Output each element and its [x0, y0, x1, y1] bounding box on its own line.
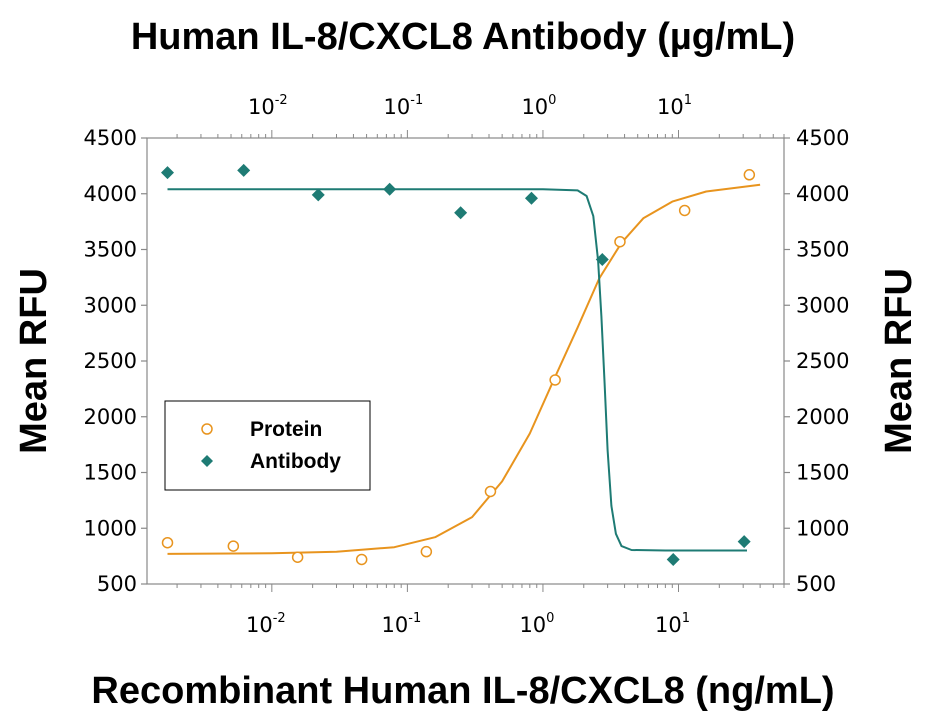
y-tick-label-left: 2500 [84, 349, 137, 373]
y-tick-label-left: 500 [97, 572, 137, 596]
x-top-tick-label: 10-2 [248, 93, 288, 119]
protein-data-point [161, 536, 174, 549]
x-bottom-tick-label: 10-2 [246, 611, 286, 637]
legend-antibody-label: Antibody [250, 450, 341, 473]
legend-protein-marker [201, 423, 213, 435]
right-y-axis-label: Mean RFU [878, 268, 920, 454]
antibody-data-point [595, 253, 609, 267]
y-tick-label-right: 4500 [796, 126, 849, 150]
y-tick-label-right: 2000 [796, 405, 849, 429]
legend-box [164, 400, 371, 491]
antibody-data-point [161, 166, 175, 180]
x-top-tick-label: 101 [657, 93, 692, 119]
protein-data-point [291, 551, 304, 563]
protein-data-point [614, 235, 626, 248]
legend-antibody-marker [201, 455, 213, 467]
protein-data-point [549, 374, 561, 386]
antibody-data-point [454, 206, 468, 220]
x-top-tick-label: 100 [521, 93, 556, 119]
y-tick-label-left: 4500 [84, 126, 137, 150]
protein-data-point [678, 204, 691, 217]
data-points-layer [161, 163, 756, 566]
protein-fit-curve [167, 183, 761, 555]
protein-data-point [743, 169, 756, 181]
x-bottom-tick-label: 100 [519, 611, 554, 637]
antibody-data-point [237, 163, 251, 177]
protein-data-point [227, 540, 240, 552]
left-y-axis-label: Mean RFU [13, 268, 55, 454]
antibody-data-point [311, 188, 325, 202]
legend-protein-label: Protein [250, 418, 322, 441]
x-bottom-tick-label: 101 [655, 611, 690, 637]
x-bottom-tick-label: 10-1 [382, 611, 422, 637]
plot-area-frame [146, 137, 785, 585]
y-tick-label-right: 1500 [796, 461, 849, 485]
top-axis-title: Human IL-8/CXCL8 Antibody (µg/mL) [131, 16, 795, 58]
y-tick-label-right: 500 [796, 572, 836, 596]
antibody-data-point [737, 535, 751, 549]
y-tick-label-left: 4000 [84, 182, 137, 206]
antibody-fit-curve [167, 188, 747, 552]
protein-data-point [355, 553, 368, 566]
bottom-axis-title: Recombinant Human IL-8/CXCL8 (ng/mL) [91, 670, 834, 712]
x-top-tick-label: 10-1 [384, 93, 424, 119]
y-tick-label-left: 3000 [84, 293, 137, 317]
protein-data-point [420, 545, 433, 558]
y-tick-label-right: 3000 [796, 293, 849, 317]
y-tick-label-left: 1500 [84, 461, 137, 485]
y-tick-label-right: 2500 [796, 349, 849, 373]
y-tick-label-right: 1000 [796, 516, 849, 540]
y-tick-label-left: 3500 [84, 238, 137, 262]
y-tick-label-left: 2000 [84, 405, 137, 429]
legend: Protein Antibody [164, 400, 371, 491]
y-tick-label-right: 3500 [796, 238, 849, 262]
antibody-data-point [524, 191, 538, 205]
fit-curves-layer [167, 183, 761, 555]
protein-data-point [484, 485, 497, 498]
axes-layer: 500 500 1000 1000 1500 1500 2000 2000 2500 2500 30… [84, 93, 850, 637]
y-tick-label-right: 4000 [796, 182, 849, 206]
y-tick-label-left: 1000 [84, 516, 137, 540]
antibody-data-point [383, 182, 397, 196]
antibody-data-point [666, 552, 680, 566]
